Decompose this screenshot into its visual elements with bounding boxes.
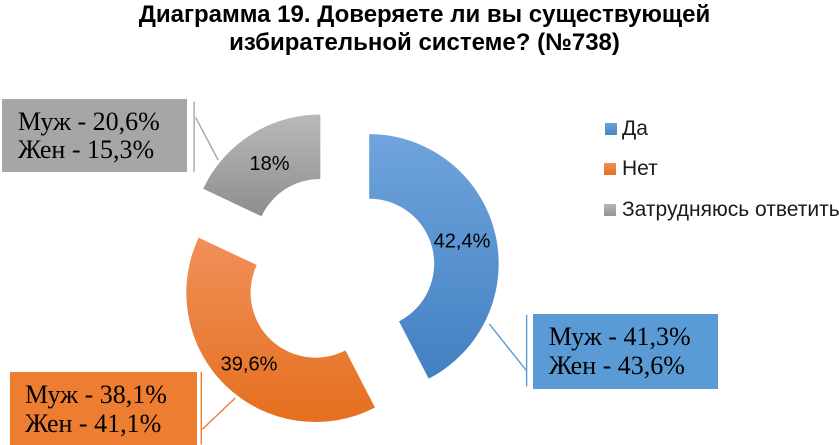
svg-text:18%: 18% — [249, 153, 289, 175]
svg-text:42,4%: 42,4% — [434, 230, 491, 252]
svg-text:39,6%: 39,6% — [221, 353, 278, 375]
